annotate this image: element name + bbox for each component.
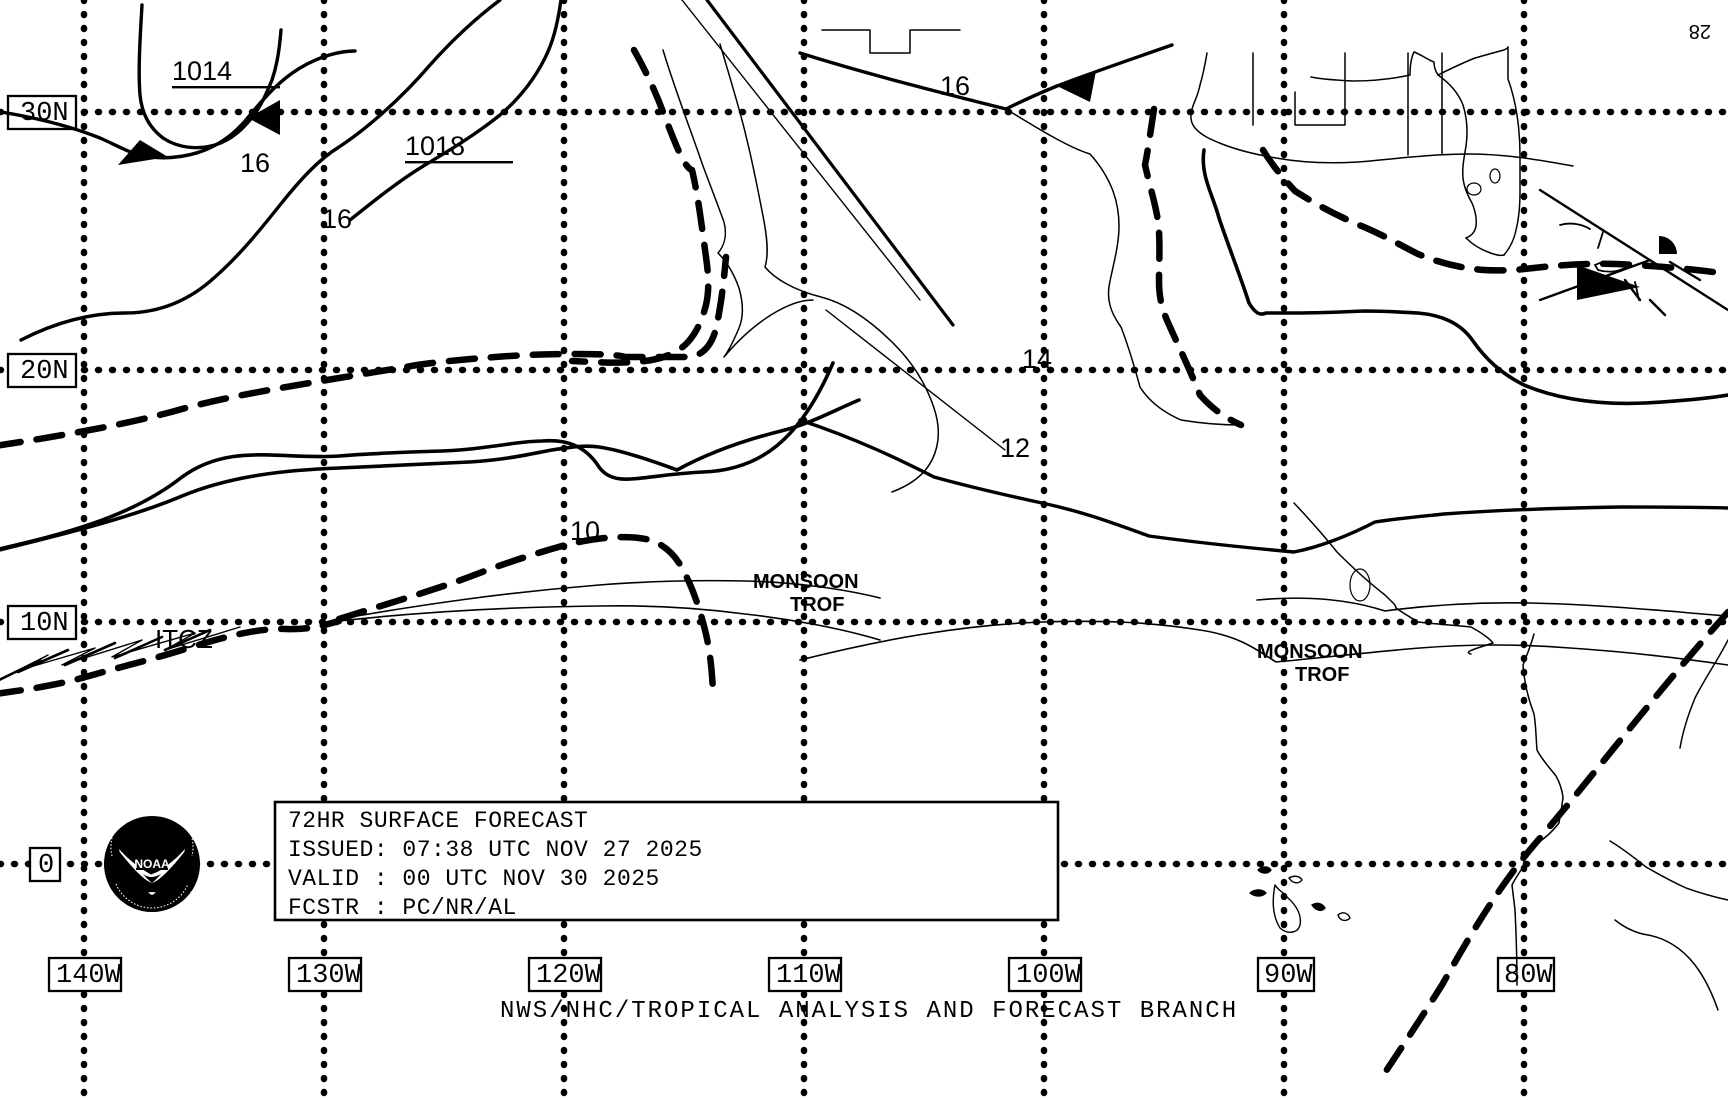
- svg-text:MONSOON: MONSOON: [1257, 641, 1363, 663]
- svg-text:ISSUED: 07:38 UTC NOV 27 2025: ISSUED: 07:38 UTC NOV 27 2025: [288, 837, 703, 863]
- svg-text:10: 10: [570, 516, 600, 546]
- svg-text:100W: 100W: [1016, 961, 1082, 991]
- svg-text:MONSOON: MONSOON: [753, 571, 859, 593]
- svg-text:14: 14: [1022, 344, 1052, 374]
- svg-text:0: 0: [38, 851, 54, 881]
- svg-text:TROF: TROF: [1295, 664, 1349, 686]
- svg-text:FCSTR : PC/NR/AL: FCSTR : PC/NR/AL: [288, 895, 517, 921]
- svg-text:20N: 20N: [20, 357, 69, 387]
- svg-text:12: 12: [1000, 433, 1030, 463]
- svg-text:120W: 120W: [536, 961, 602, 991]
- svg-text:80W: 80W: [1504, 961, 1553, 991]
- svg-text:16: 16: [940, 71, 970, 101]
- svg-text:140W: 140W: [56, 961, 122, 991]
- svg-text:90W: 90W: [1264, 961, 1313, 991]
- svg-text:ITCZ: ITCZ: [155, 624, 213, 654]
- svg-text:28: 28: [1689, 20, 1711, 42]
- svg-text:110W: 110W: [776, 961, 842, 991]
- svg-text:VALID : 00 UTC NOV 30 2025: VALID : 00 UTC NOV 30 2025: [288, 866, 660, 892]
- svg-text:130W: 130W: [296, 961, 362, 991]
- svg-text:NOAA: NOAA: [134, 857, 170, 871]
- svg-text:TROF: TROF: [790, 594, 844, 616]
- svg-text:NWS/NHC/TROPICAL ANALYSIS AND: NWS/NHC/TROPICAL ANALYSIS AND FORECAST B…: [500, 998, 1238, 1025]
- svg-text:16: 16: [240, 148, 270, 178]
- svg-text:10N: 10N: [20, 609, 69, 639]
- svg-text:16: 16: [322, 204, 352, 234]
- svg-text:1018: 1018: [405, 131, 465, 161]
- svg-text:1014: 1014: [172, 56, 232, 86]
- svg-text:72HR SURFACE FORECAST: 72HR SURFACE FORECAST: [288, 808, 588, 834]
